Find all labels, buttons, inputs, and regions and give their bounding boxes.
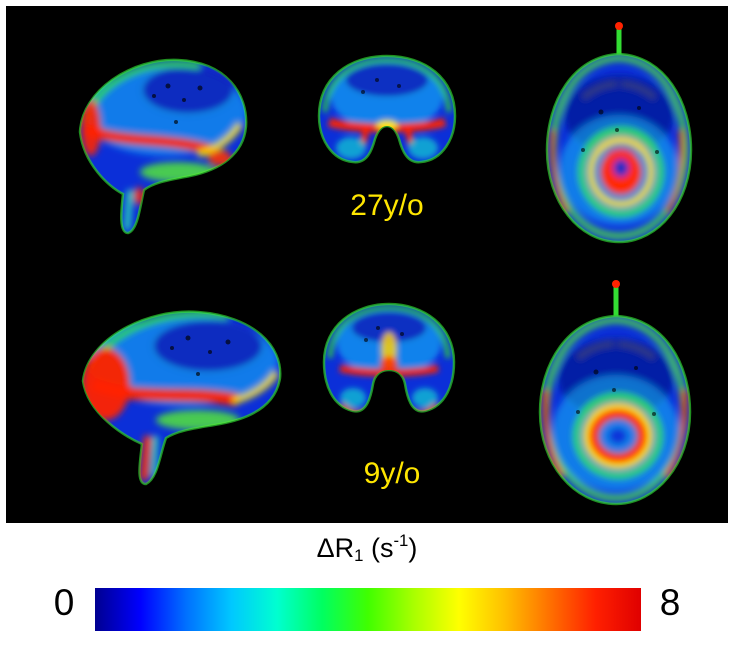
- colorbar-gradient: [95, 588, 641, 631]
- hot-spot: [589, 409, 647, 463]
- brain-map-axial-9: [538, 280, 692, 506]
- colorbar-title: ΔR1 (s-1): [0, 531, 734, 566]
- brain-map-sagittal-9: [81, 310, 282, 486]
- colorbar-title-units-close: ): [408, 532, 418, 563]
- hot-spot: [380, 356, 398, 372]
- colorbar-title-superscript: -1: [393, 531, 409, 550]
- colorbar-min-label: 0: [53, 582, 75, 623]
- brain-map-axial-27: [545, 22, 693, 244]
- colorbar-max-label: 8: [659, 582, 681, 623]
- brain-map-coronal-9: [322, 302, 456, 413]
- age-label-27: 27y/o: [350, 189, 424, 222]
- brain-map-coronal-27: [317, 54, 457, 164]
- age-label-9: 9y/o: [363, 457, 421, 490]
- colorbar-title-units-open: (s: [363, 532, 394, 563]
- brain-map-sagittal-27: [78, 58, 248, 235]
- colorbar-title-symbol: ΔR: [316, 532, 355, 563]
- colorbar-title-subscript: 1: [354, 546, 364, 566]
